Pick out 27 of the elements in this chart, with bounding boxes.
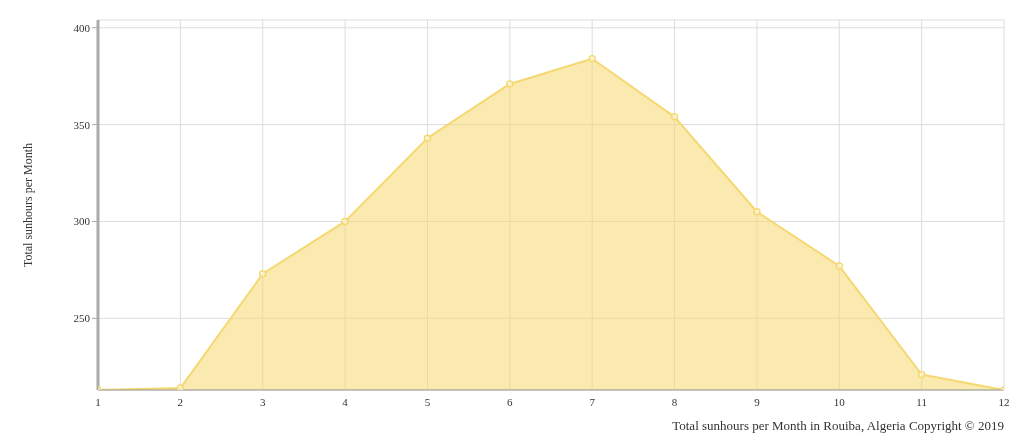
y-tick-label: 250 [73, 312, 91, 325]
point [258, 270, 267, 278]
x-tick-label: 12 [998, 395, 1010, 408]
y-tick-label: 400 [73, 21, 91, 34]
point [588, 54, 596, 63]
x-tick-label: 2 [177, 395, 184, 408]
y-tick-label: 300 [73, 215, 91, 228]
x-tick-label: 6 [507, 395, 514, 408]
x-tick-label: 8 [671, 395, 678, 408]
point [341, 217, 349, 226]
point [753, 208, 761, 216]
x-tick-label: 4 [342, 395, 349, 408]
point [670, 113, 679, 121]
x-tick-label: 3 [259, 395, 266, 408]
x-tick-label: 9 [754, 395, 761, 408]
point [423, 134, 432, 142]
x-tick-label: 1 [95, 395, 101, 408]
y-axis-title: Total sunhours per Month [21, 142, 36, 268]
x-axis-title: Total sunhours per Month in Rouiba, Algeria Copyright © 2019 [672, 418, 1004, 433]
point [835, 262, 844, 270]
x-tick-label: 5 [424, 395, 431, 408]
point [506, 80, 514, 88]
x-tick-label: 11 [916, 395, 927, 408]
x-tick-label: 7 [589, 395, 596, 408]
y-tick-label: 350 [73, 118, 91, 131]
x-tick-label: 10 [833, 395, 846, 408]
point [917, 370, 926, 379]
